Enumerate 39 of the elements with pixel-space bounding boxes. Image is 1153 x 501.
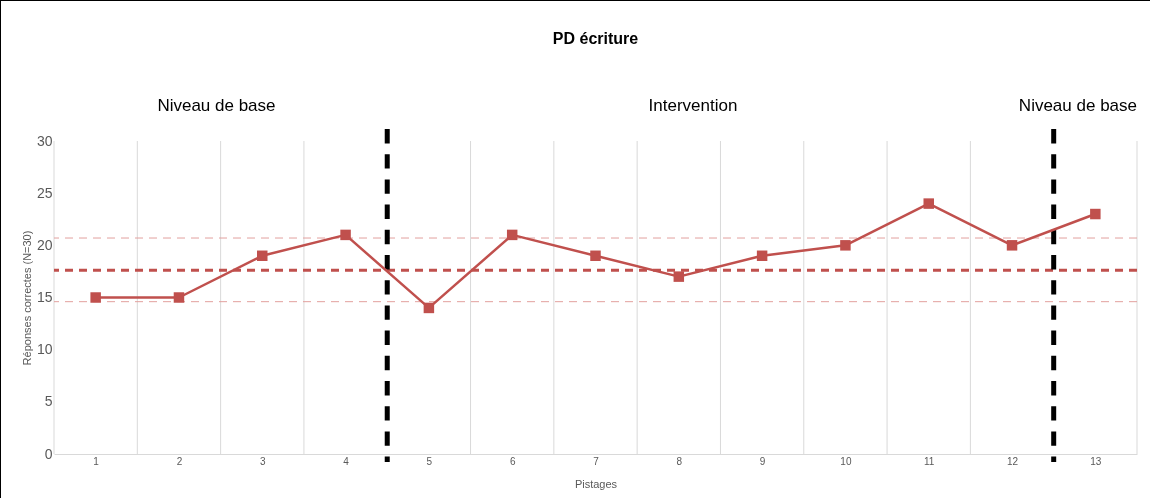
y-tick-label: 15 xyxy=(36,289,53,305)
text: Intervention xyxy=(648,96,738,115)
x-tick-label: 10 xyxy=(840,455,852,467)
x-tick-label: 11 xyxy=(924,455,935,467)
x-tick-label: 2 xyxy=(176,455,183,467)
point xyxy=(173,292,185,303)
point xyxy=(590,250,601,262)
point xyxy=(340,229,351,241)
y-tick-label: 30 xyxy=(36,132,53,149)
point xyxy=(840,240,851,251)
x-tick-label: 13 xyxy=(1090,455,1102,467)
y-tick-label: 10 xyxy=(36,341,53,358)
x-tick-label: 3 xyxy=(259,455,266,467)
x-tick-label: 6 xyxy=(509,455,516,467)
text: Niveau de base xyxy=(1018,96,1137,115)
text: Niveau de base xyxy=(157,96,276,115)
x-tick-label: 8 xyxy=(676,455,683,467)
x-tick-label: 1 xyxy=(93,455,100,467)
y-tick-label: 20 xyxy=(36,236,53,253)
chart-title: PD écriture xyxy=(552,30,639,47)
x-tick-label: 12 xyxy=(1006,455,1019,467)
x-axis-title: Pistages xyxy=(574,477,618,490)
y-tick-label: 25 xyxy=(36,184,53,201)
point xyxy=(257,250,268,262)
point xyxy=(673,271,685,282)
point xyxy=(1090,208,1101,220)
point xyxy=(756,250,768,262)
point xyxy=(923,198,934,209)
y-axis-title: Réponses correctes (N=30) xyxy=(20,230,33,366)
point xyxy=(506,229,518,241)
x-tick-label: 9 xyxy=(759,455,766,467)
x-tick-label: 5 xyxy=(426,455,433,467)
point xyxy=(90,292,101,303)
x-tick-label: 4 xyxy=(343,455,350,467)
x-tick-label: 7 xyxy=(593,455,600,467)
y-tick-label: 5 xyxy=(44,393,53,410)
point xyxy=(423,302,435,314)
y-tick-label: 0 xyxy=(44,445,53,462)
point xyxy=(1006,240,1018,251)
